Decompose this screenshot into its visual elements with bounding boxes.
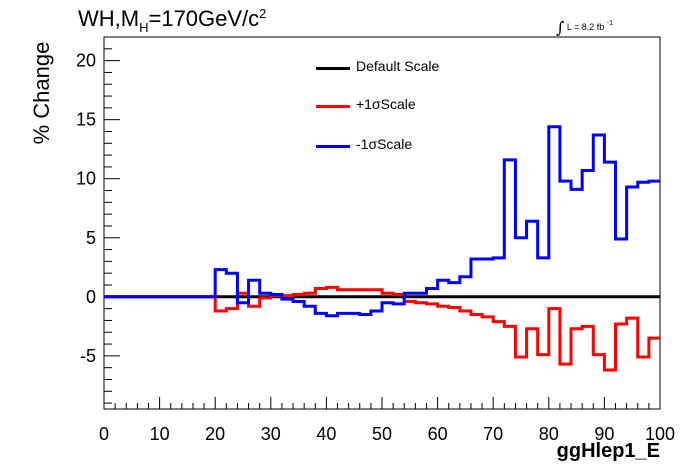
series-layer xyxy=(104,125,660,372)
axis-ticks xyxy=(103,36,661,409)
legend-swatch xyxy=(316,145,350,148)
x-tick-label: 60 xyxy=(428,424,448,444)
plot-frame xyxy=(103,36,661,410)
x-tick-label: 0 xyxy=(99,424,109,444)
x-tick-label: 90 xyxy=(594,424,614,444)
x-tick-label: 70 xyxy=(483,424,503,444)
y-tick-label: 20 xyxy=(76,51,96,71)
legend-label: -1σScale xyxy=(356,136,413,152)
x-axis-label: ggHlep1_E xyxy=(556,440,660,462)
tick-labels: 0 10 20 30 40 50 60 70 80 90 100 -5 0 5 10 15 20 xyxy=(76,51,675,444)
integral-icon: ∫ xyxy=(556,18,565,37)
x-tick-label: 10 xyxy=(150,424,170,444)
y-tick-label: 10 xyxy=(76,169,96,189)
x-tick-label: 50 xyxy=(372,424,392,444)
series-line-1 xyxy=(104,285,660,372)
x-tick-label: 80 xyxy=(539,424,559,444)
y-tick-label: 5 xyxy=(86,228,96,248)
legend-label: +1σScale xyxy=(356,96,416,112)
x-tick-label: 40 xyxy=(316,424,336,444)
y-tick-label: 15 xyxy=(76,110,96,130)
x-tick-label: 100 xyxy=(645,424,675,444)
legend-swatch xyxy=(316,67,350,70)
y-axis-label: % Change xyxy=(29,41,54,145)
chart-title: WH,MH=170GeV/c2 xyxy=(78,6,267,35)
legend-swatch xyxy=(316,105,350,108)
x-tick-label: 20 xyxy=(205,424,225,444)
legend-label: Default Scale xyxy=(356,58,440,74)
luminosity-label: ∫ L = 8.2 fb -1 xyxy=(556,18,614,37)
x-tick-label: 30 xyxy=(261,424,281,444)
y-tick-label: 0 xyxy=(86,287,96,307)
series-line-2 xyxy=(104,125,660,318)
y-tick-label: -5 xyxy=(80,346,96,366)
